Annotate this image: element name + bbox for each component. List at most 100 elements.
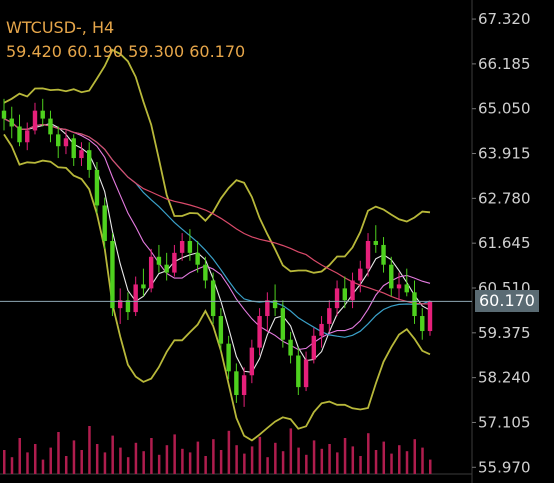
volume-bar-22 — [173, 434, 176, 474]
candle-body-13 — [102, 205, 107, 241]
volume-bar-50 — [390, 453, 393, 474]
volume-bar-48 — [374, 450, 378, 474]
volume-bar-24 — [188, 452, 192, 474]
candle-body-15 — [117, 300, 123, 309]
volume-bar-11 — [88, 426, 91, 474]
volume-bar-14 — [111, 435, 114, 474]
candle-body-51 — [396, 284, 402, 289]
candle-body-2 — [17, 126, 22, 143]
ohlc-readout: 59.420 60.190 59.300 60.170 — [6, 42, 246, 61]
bollinger-lower-line — [3, 133, 431, 442]
candle-body-10 — [79, 150, 84, 159]
volume-bar-5 — [41, 459, 45, 474]
volume-bar-23 — [181, 448, 184, 474]
candle-body-42 — [327, 308, 332, 324]
candle-body-16 — [125, 300, 131, 313]
volume-bar-41 — [320, 448, 324, 474]
candle-body-30 — [234, 371, 239, 396]
y-tick-label-7: 59.375 — [478, 324, 531, 342]
volume-bar-47 — [367, 433, 370, 474]
candle-body-37 — [288, 339, 293, 356]
candle-body-31 — [241, 375, 247, 396]
candle-body-18 — [141, 284, 146, 289]
candle-body-25 — [195, 252, 200, 265]
candle-body-32 — [249, 347, 255, 376]
candle-body-46 — [358, 268, 363, 281]
candle-body-17 — [133, 284, 138, 313]
volume-bar-10 — [80, 450, 83, 474]
candle-body-6 — [48, 118, 53, 135]
candle-body-22 — [172, 252, 177, 273]
candle-body-14 — [110, 241, 115, 309]
volume-bar-20 — [157, 454, 161, 474]
candle-body-0 — [1, 110, 7, 119]
bollinger-upper-line — [3, 48, 431, 274]
candle-body-52 — [404, 284, 409, 293]
volume-bar-8 — [64, 456, 68, 474]
volume-bar-7 — [57, 432, 60, 474]
candle-body-28 — [218, 316, 224, 344]
volume-bar-40 — [312, 440, 316, 474]
candle-body-53 — [412, 292, 417, 317]
volume-bar-30 — [235, 445, 238, 474]
volume-bar-37 — [289, 428, 293, 474]
volume-bar-26 — [204, 456, 207, 474]
candle-body-48 — [373, 241, 378, 245]
candle-body-35 — [272, 300, 278, 309]
volume-bar-46 — [359, 456, 362, 474]
volume-bar-32 — [250, 446, 254, 474]
volume-bar-18 — [142, 451, 145, 474]
y-tick-label-10: 55.970 — [478, 458, 531, 476]
y-tick-label-1: 66.185 — [478, 55, 531, 73]
candle-body-34 — [265, 300, 270, 317]
volume-bar-53 — [413, 439, 417, 474]
volume-bar-12 — [95, 444, 99, 474]
candle-body-39 — [303, 359, 309, 388]
candle-body-7 — [56, 134, 61, 147]
volume-bar-16 — [126, 457, 130, 474]
volume-bar-25 — [196, 441, 200, 474]
candle-body-11 — [87, 150, 92, 170]
volume-bar-54 — [421, 447, 424, 474]
volume-bar-35 — [274, 442, 277, 474]
volume-bar-9 — [72, 440, 76, 474]
volume-bar-38 — [297, 447, 300, 474]
candle-body-4 — [32, 110, 38, 131]
candle-body-19 — [148, 256, 154, 289]
candle-body-41 — [319, 323, 324, 336]
volume-bar-4 — [33, 444, 37, 474]
volume-bar-13 — [103, 452, 107, 474]
candle-body-50 — [389, 264, 394, 289]
candle-body-29 — [226, 343, 231, 372]
candle-body-40 — [311, 335, 317, 360]
volume-bar-33 — [258, 436, 262, 474]
volume-bar-43 — [336, 452, 339, 474]
candle-body-12 — [94, 169, 100, 206]
candle-body-3 — [25, 130, 30, 143]
volume-bar-36 — [281, 451, 285, 474]
volume-bar-28 — [219, 450, 223, 474]
y-tick-label-8: 58.240 — [478, 369, 531, 387]
candle-body-49 — [381, 244, 386, 265]
candle-body-1 — [9, 118, 14, 127]
candle-body-8 — [63, 138, 69, 147]
candle-body-43 — [334, 288, 340, 309]
y-tick-label-5: 61.645 — [478, 234, 531, 252]
candle-body-24 — [187, 241, 193, 253]
volume-bar-34 — [266, 457, 269, 474]
candle-body-21 — [164, 264, 169, 273]
candle-body-36 — [280, 308, 286, 340]
volume-bar-44 — [343, 438, 347, 474]
ma-long-line — [3, 118, 430, 305]
candle-body-27 — [210, 280, 216, 317]
candle-body-26 — [203, 264, 208, 281]
candle-body-9 — [71, 138, 76, 159]
y-tick-label-0: 67.320 — [478, 10, 531, 28]
candle-body-44 — [342, 288, 347, 301]
volume-bar-49 — [382, 441, 386, 474]
volume-bar-1 — [10, 457, 14, 474]
volume-bar-31 — [243, 453, 246, 474]
volume-bar-29 — [227, 430, 231, 474]
volume-bar-15 — [119, 447, 122, 474]
